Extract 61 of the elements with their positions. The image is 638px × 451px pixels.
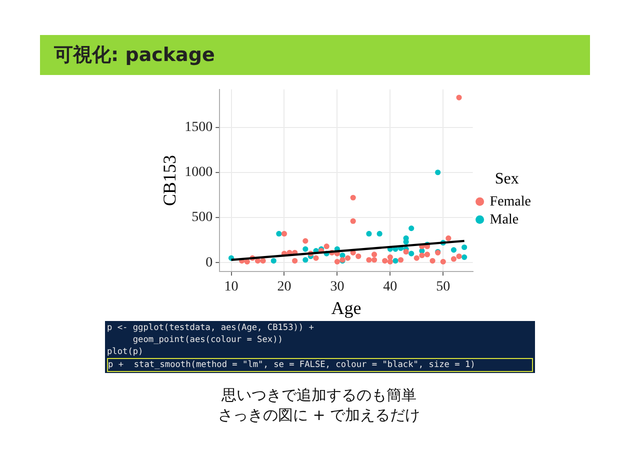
x-tick-label: 50 — [436, 280, 450, 295]
point — [419, 252, 425, 258]
legend-label: Male — [490, 212, 519, 228]
point — [313, 255, 319, 261]
point — [462, 244, 468, 250]
point — [350, 218, 356, 224]
point — [456, 94, 462, 100]
legend-label: Female — [490, 194, 532, 210]
x-tick-label: 30 — [330, 280, 344, 295]
x-tick-label: 40 — [383, 280, 398, 295]
point — [366, 230, 372, 237]
point — [260, 258, 266, 264]
point — [356, 253, 362, 260]
point — [366, 257, 372, 263]
point — [392, 258, 398, 264]
y-tick-label: 0 — [206, 255, 213, 270]
point — [408, 226, 414, 232]
point — [430, 258, 436, 264]
x-tick-label: 10 — [224, 280, 238, 295]
point — [414, 255, 420, 261]
text: p + stat_smooth(method = "lm", se = FALSE, colour = "black", size = 1) — [107, 358, 533, 372]
text: さっきの図に + で加えるだけ — [216, 405, 422, 425]
point — [270, 258, 276, 264]
x-tick-label: 20 — [277, 280, 292, 295]
point — [350, 194, 356, 200]
point — [302, 246, 308, 252]
x-axis-title: Age — [331, 298, 362, 318]
point — [424, 252, 430, 258]
text: p <- ggplot(testdata, aes(Age, CB153)) + — [107, 322, 315, 334]
point — [456, 253, 462, 260]
point — [302, 257, 308, 263]
point — [281, 230, 288, 237]
point — [450, 256, 457, 262]
point — [371, 257, 378, 263]
point — [440, 258, 446, 264]
point — [408, 250, 414, 256]
y-axis-title: CB153 — [160, 154, 180, 206]
point — [324, 244, 330, 250]
point — [371, 252, 378, 258]
point — [462, 254, 468, 260]
point — [376, 230, 382, 237]
point — [446, 235, 452, 242]
point — [382, 258, 388, 264]
point — [276, 230, 282, 237]
point — [398, 257, 404, 263]
point — [450, 247, 457, 253]
point — [387, 254, 393, 260]
point — [435, 170, 441, 176]
point — [302, 238, 308, 244]
point — [292, 258, 298, 264]
text: geom_point(aes(colour = Sex)) — [132, 334, 284, 346]
y-tick-label: 1500 — [184, 120, 213, 135]
y-tick-label: 1000 — [184, 165, 213, 180]
text: plot(p) — [107, 346, 144, 358]
legend-title: Sex — [494, 170, 519, 188]
point — [334, 258, 340, 264]
point — [344, 255, 351, 261]
chart-title: 可視化: package — [40, 35, 590, 75]
y-tick-label: 500 — [192, 210, 213, 226]
text: 思いつきで追加するのも簡単 — [220, 385, 418, 405]
point — [403, 248, 409, 255]
